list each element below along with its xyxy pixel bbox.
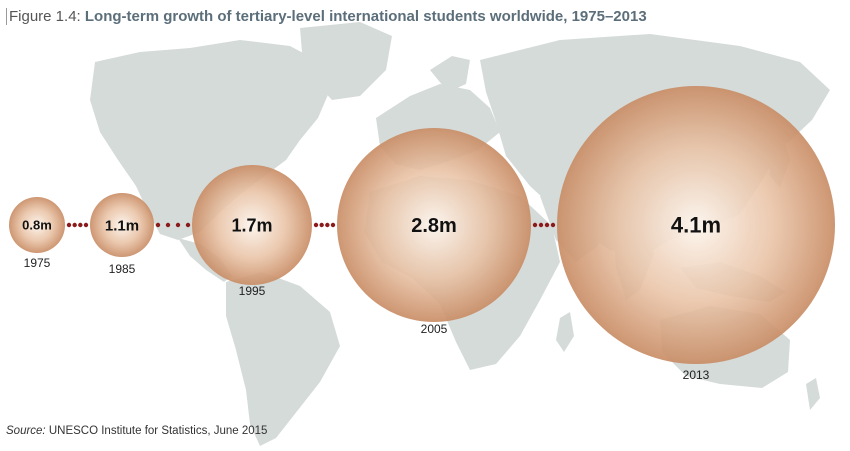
- bubble-value-label: 0.8m: [22, 218, 52, 233]
- bubble-1975: [9, 197, 65, 253]
- year-label: 1975: [24, 256, 51, 270]
- source-label: Source:: [6, 425, 46, 437]
- bubble-value-label: 4.1m: [671, 213, 721, 238]
- year-label: 1995: [239, 284, 266, 298]
- connector-dot: [313, 222, 319, 228]
- year-label: 2013: [683, 368, 710, 382]
- year-label: 2005: [421, 322, 448, 336]
- bubble-2005: [337, 128, 531, 322]
- connector-dot: [550, 222, 556, 228]
- connector-dot: [72, 222, 77, 228]
- connector-dot: [532, 222, 538, 228]
- figure-title-text: Long-term growth of tertiary-level inter…: [84, 8, 647, 25]
- connector-dot: [325, 222, 330, 228]
- connector-dot: [175, 222, 181, 228]
- bubble-1985: [90, 193, 154, 257]
- figure-label: Figure 1.4:: [9, 8, 85, 25]
- bubble-2013: [557, 86, 835, 364]
- source-text: UNESCO Institute for Statistics, June 20…: [45, 425, 268, 437]
- bubble-value-label: 1.1m: [105, 217, 139, 234]
- connector-dot: [155, 222, 161, 228]
- bubble-1995: [192, 165, 312, 285]
- connector-dot: [66, 222, 72, 228]
- connector-dot: [165, 222, 171, 228]
- connector-dot: [544, 222, 550, 228]
- connector-dot: [330, 222, 336, 228]
- bubble-series: 0.8m 1975 1.1m 1985 1.7m 1995 2.8m 2005 4.1m 2013: [9, 86, 835, 382]
- year-label: 1985: [109, 262, 136, 276]
- connector-dot: [185, 222, 191, 228]
- connector-dot: [319, 222, 324, 228]
- connector-dots: [66, 222, 556, 228]
- bubble-value-label: 1.7m: [231, 215, 272, 235]
- connector-dot: [78, 222, 83, 228]
- connector-dot: [538, 222, 544, 228]
- connector-dot: [83, 222, 89, 228]
- figure-title: Figure 1.4: Long-term growth of tertiary…: [6, 8, 647, 25]
- bubble-value-label: 2.8m: [411, 215, 457, 237]
- source-note: Source: UNESCO Institute for Statistics,…: [6, 425, 267, 437]
